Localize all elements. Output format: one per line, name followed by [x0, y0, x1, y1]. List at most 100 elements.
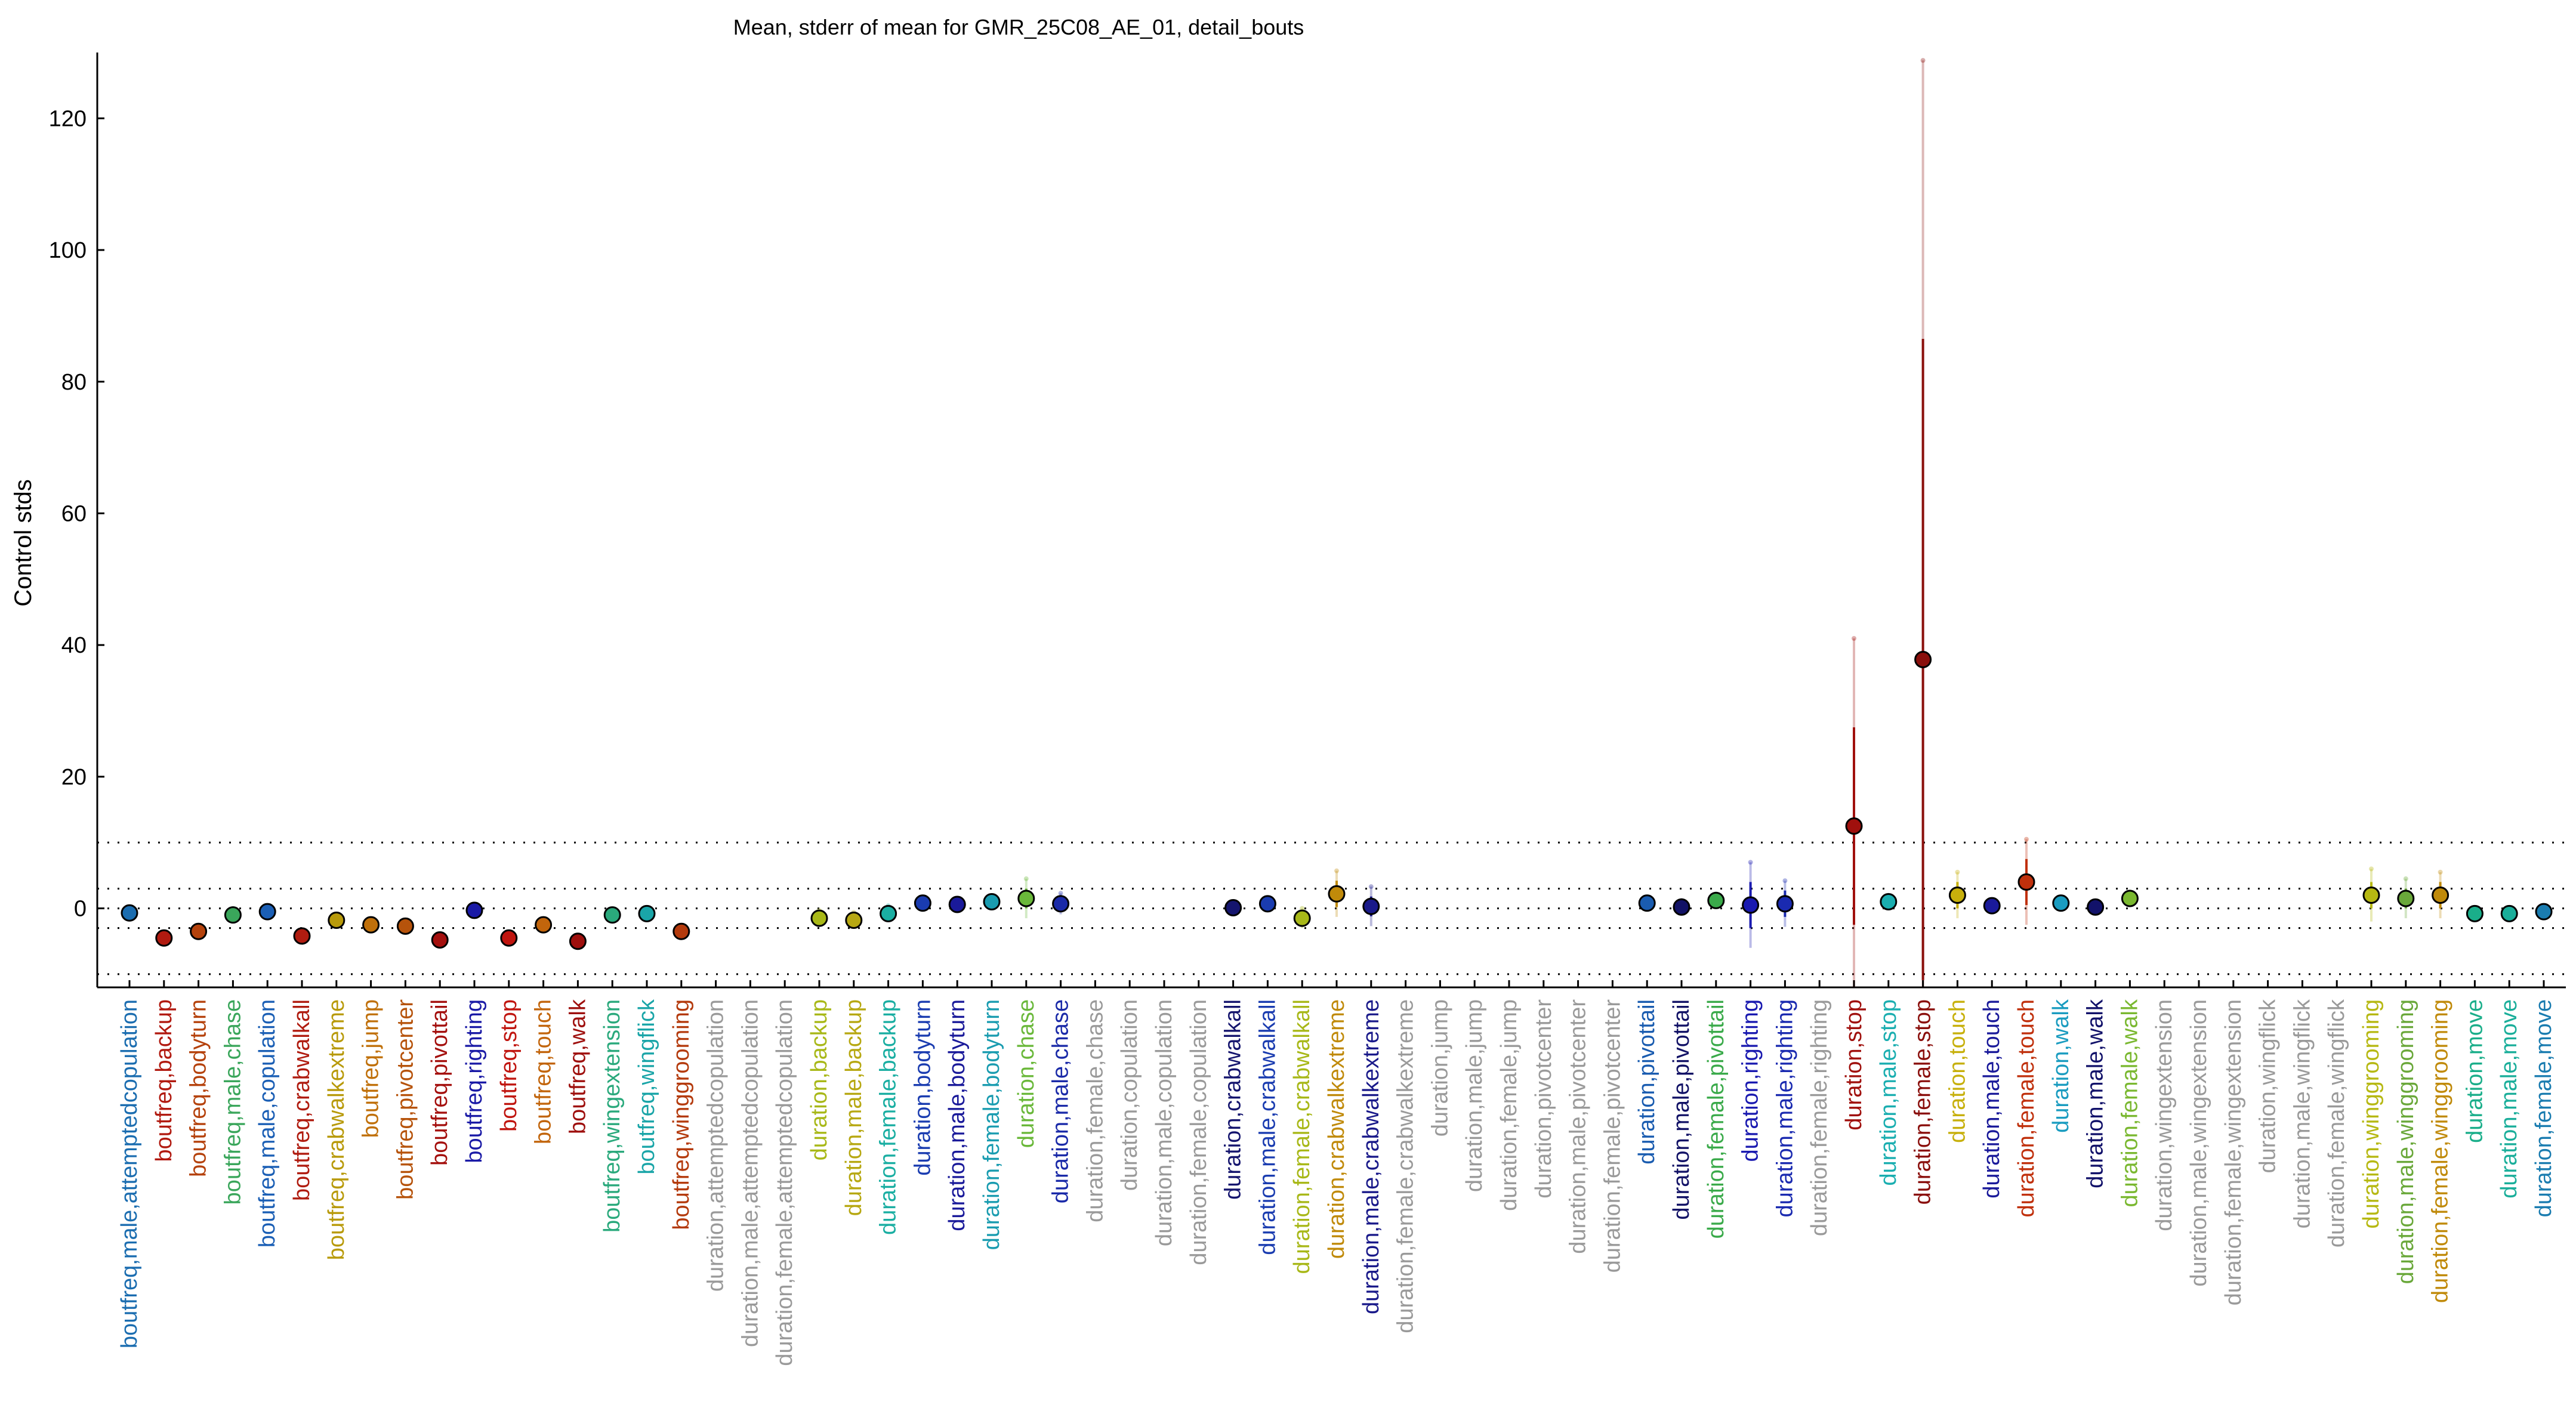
x-tick-label: duration,chase: [1014, 999, 1039, 1148]
x-tick-label: duration,female,crabwalkall: [1289, 999, 1315, 1274]
x-tick-label: duration,male,attemptedcopulation: [738, 999, 763, 1347]
data-point: [121, 904, 138, 922]
data-point: [1845, 817, 1863, 835]
error-bar-cap: [2438, 869, 2443, 875]
data-point: [258, 903, 276, 921]
x-tick-label: duration,winggrooming: [2359, 999, 2384, 1228]
data-point: [2535, 903, 2553, 921]
x-tick-label: duration,female,crabwalkextreme: [1393, 999, 1418, 1333]
x-tick-label: boutfreq,stop: [496, 999, 522, 1132]
data-point: [1707, 891, 1725, 909]
y-tick-label: 80: [61, 370, 87, 395]
x-tick-label: duration,male,winggrooming: [2393, 999, 2418, 1284]
data-marks: [121, 58, 2553, 987]
data-point: [1948, 887, 1966, 904]
data-point: [431, 931, 449, 949]
error-bar-cap: [1334, 868, 1339, 873]
error-bar-cap: [2403, 876, 2408, 881]
data-point: [638, 904, 656, 922]
error-bar-cap: [1782, 878, 1788, 884]
x-tick-label: duration,female,touch: [2014, 999, 2039, 1217]
data-point: [1673, 898, 1690, 916]
data-point: [190, 922, 208, 940]
data-point: [1258, 895, 1276, 913]
x-tick-label: duration,male,pivottail: [1669, 999, 1694, 1220]
error-bar-cap: [1920, 58, 1926, 63]
x-tick-label: boutfreq,winggrooming: [669, 999, 694, 1230]
data-point: [465, 901, 483, 919]
axes: [96, 53, 2566, 989]
x-tick-label: duration,female,chase: [1082, 999, 1107, 1222]
data-point: [603, 906, 621, 924]
x-tick-label: duration,female,stop: [1911, 999, 1936, 1205]
y-tick-label: 20: [61, 765, 87, 790]
x-tick-label: boutfreq,touch: [531, 999, 556, 1144]
x-tick-label: boutfreq,wingextension: [600, 999, 625, 1233]
data-point: [362, 916, 380, 934]
x-tick-label: duration,stop: [1841, 999, 1867, 1131]
data-point: [2017, 873, 2035, 891]
data-point: [2466, 904, 2484, 922]
x-tick-label: duration,move: [2462, 999, 2487, 1143]
x-tick-label: duration,male,crabwalkextreme: [1359, 999, 1384, 1314]
error-bar-cap: [2024, 836, 2029, 842]
x-tick-label: duration,male,copulation: [1152, 999, 1177, 1246]
x-tick-label: duration,male,crabwalkall: [1255, 999, 1280, 1255]
x-tick-label: duration,walk: [2049, 999, 2074, 1133]
x-tick-label: duration,female,walk: [2117, 999, 2142, 1208]
x-tick-label: duration,crabwalkall: [1221, 999, 1246, 1200]
y-tick-label: 100: [49, 238, 87, 263]
data-point: [914, 894, 931, 912]
data-point: [1362, 897, 1380, 915]
x-tick-label: boutfreq,bodyturn: [186, 999, 211, 1177]
data-point: [948, 895, 966, 913]
x-tick-label: duration,male,righting: [1772, 999, 1797, 1217]
data-point: [500, 929, 518, 947]
x-tick-label: duration,female,pivottail: [1704, 999, 1729, 1239]
x-tick-label: boutfreq,crabwalkall: [289, 999, 314, 1201]
error-bar-cap: [1058, 891, 1063, 896]
x-tick-label: duration,male,walk: [2083, 999, 2108, 1188]
x-tick-label: duration,male,chase: [1048, 999, 1073, 1203]
data-point: [2121, 890, 2139, 907]
x-tick-label: duration,touch: [1945, 999, 1970, 1143]
data-point: [535, 916, 553, 934]
error-bar-cap: [1368, 884, 1374, 890]
error-bar-cap: [2369, 866, 2374, 872]
y-tick-label: 120: [49, 106, 87, 131]
data-point: [880, 904, 897, 922]
x-tick-label: duration,female,pivotcenter: [1600, 999, 1625, 1273]
error-bar-cap: [1300, 906, 1305, 911]
data-point: [1328, 885, 1346, 903]
x-tick-label: boutfreq,pivotcenter: [393, 999, 418, 1200]
x-tick-label: boutfreq,crabwalkextreme: [324, 999, 349, 1260]
x-tick-label: boutfreq,pivottail: [427, 999, 452, 1166]
x-tick-label: boutfreq,male,chase: [220, 999, 245, 1205]
y-axis-label: Control stds: [10, 479, 36, 606]
data-point: [1017, 890, 1035, 907]
x-tick-label: duration,pivotcenter: [1531, 999, 1556, 1199]
x-tick-label: duration,female,wingflick: [2324, 999, 2349, 1247]
y-tick-label: 0: [74, 897, 87, 922]
x-tick-label: duration,female,righting: [1807, 999, 1832, 1236]
data-point: [1983, 897, 2001, 915]
x-tick-label: boutfreq,male,copulation: [255, 999, 280, 1247]
x-tick-label: duration,male,stop: [1876, 999, 1901, 1186]
x-tick-label: duration,female,winggrooming: [2428, 999, 2453, 1303]
data-point: [845, 911, 863, 929]
data-point: [2362, 887, 2380, 904]
error-bar-cap: [1023, 876, 1029, 881]
x-tick-label: duration,female,move: [2531, 999, 2556, 1217]
data-point: [328, 911, 345, 929]
x-tick-label: duration,backup: [807, 999, 832, 1160]
data-point: [569, 932, 587, 950]
data-point: [2397, 890, 2415, 907]
data-point: [155, 929, 173, 947]
x-tick-label: boutfreq,walk: [565, 999, 590, 1134]
x-tick-label: duration,male,wingextension: [2186, 999, 2211, 1287]
x-tick-label: duration,copulation: [1117, 999, 1142, 1191]
data-point: [1776, 895, 1794, 913]
x-tick-label: duration,male,backup: [841, 999, 866, 1216]
x-tick-label: duration,female,backup: [876, 999, 901, 1235]
